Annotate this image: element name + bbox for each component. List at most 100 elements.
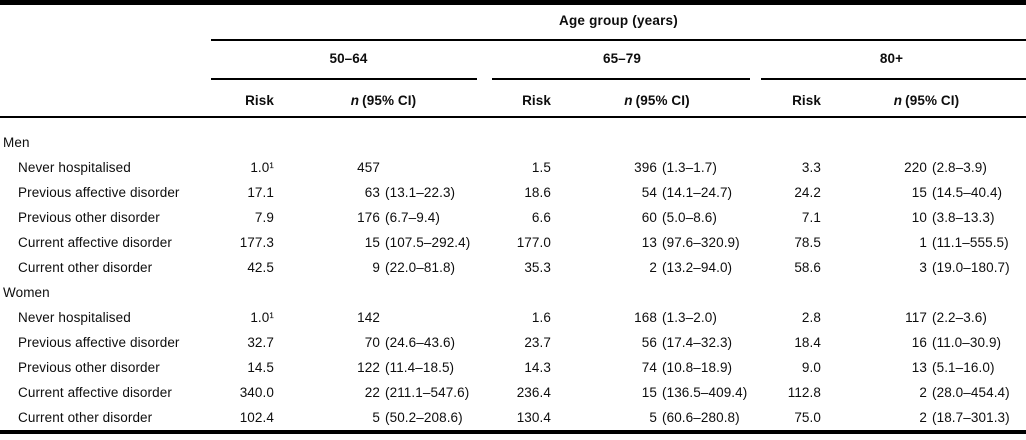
row-label: Previous other disorder bbox=[18, 360, 160, 375]
n-value: 16 bbox=[911, 335, 927, 350]
ci-value: (60.6–280.8) bbox=[662, 410, 740, 425]
n-value: 457 bbox=[357, 160, 380, 175]
n-value: 15 bbox=[364, 235, 380, 250]
n-value: 117 bbox=[905, 310, 927, 325]
group1-rule bbox=[211, 78, 477, 80]
ci-value: (10.8–18.9) bbox=[662, 360, 733, 375]
risk-value: 3.3 bbox=[801, 160, 821, 175]
n-value: 10 bbox=[911, 210, 927, 225]
group-cell-50-64: 1.0¹ 457 bbox=[210, 160, 487, 175]
risk-value: 9.0 bbox=[801, 360, 821, 375]
ci-value: (107.5–292.4) bbox=[385, 235, 471, 250]
group-cell-50-64: 177.3 15 (107.5–292.4) bbox=[210, 235, 487, 250]
n-ci-column-header: n (95% CI) bbox=[280, 93, 487, 108]
group-cell-80plus: 9.0 13 (5.1–16.0) bbox=[757, 360, 1026, 375]
ci-value: (14.1–24.7) bbox=[662, 185, 733, 200]
n-value: 2 bbox=[649, 260, 657, 275]
group-cell-65-79: 6.6 60 (5.0–8.6) bbox=[487, 210, 757, 225]
group-cell-80plus: 3.3 220 (2.8–3.9) bbox=[757, 160, 1026, 175]
ci-value: (28.0–454.4) bbox=[932, 385, 1010, 400]
group3-rule bbox=[761, 78, 1026, 80]
group2-rule bbox=[492, 78, 750, 80]
section-label: Women bbox=[3, 285, 50, 300]
risk-value: 1.0¹ bbox=[250, 160, 274, 175]
group-cell-65-79: 236.4 15 (136.5–409.4) bbox=[487, 385, 757, 400]
group-cell-65-79: 35.3 2 (13.2–94.0) bbox=[487, 260, 757, 275]
risk-value: 17.1 bbox=[247, 185, 274, 200]
risk-value: 2.8 bbox=[801, 310, 821, 325]
table-row: Current other disorder 102.4 5 (50.2–208… bbox=[0, 405, 1026, 430]
risk-value: 1.0¹ bbox=[250, 310, 274, 325]
group-cell-65-79: 18.6 54 (14.1–24.7) bbox=[487, 185, 757, 200]
group-header: Risk n (95% CI) bbox=[210, 93, 487, 108]
table-row: Never hospitalised 1.0¹ 457 1.5 396 (1.3… bbox=[0, 155, 1026, 180]
n-value: 176 bbox=[357, 210, 380, 225]
row-label: Never hospitalised bbox=[18, 310, 131, 325]
bottom-rule bbox=[0, 430, 1026, 434]
group-cell-50-64: 340.0 22 (211.1–547.6) bbox=[210, 385, 487, 400]
risk-value: 6.6 bbox=[531, 210, 551, 225]
risk-value: 14.5 bbox=[247, 360, 274, 375]
group-cell-80plus: 2.8 117 (2.2–3.6) bbox=[757, 310, 1026, 325]
risk-value: 78.5 bbox=[794, 235, 821, 250]
group-cell-65-79: 1.5 396 (1.3–1.7) bbox=[487, 160, 757, 175]
row-label: Never hospitalised bbox=[18, 160, 131, 175]
ci-value: (14.5–40.4) bbox=[932, 185, 1003, 200]
n-value: 15 bbox=[641, 385, 657, 400]
ci-value: (6.7–9.4) bbox=[385, 210, 440, 225]
table-row: Current affective disorder 340.0 22 (211… bbox=[0, 380, 1026, 405]
ci-value: (5.0–8.6) bbox=[662, 210, 717, 225]
risk-value: 130.4 bbox=[516, 410, 551, 425]
n-value: 74 bbox=[641, 360, 657, 375]
group-cell-50-64: 32.7 70 (24.6–43.6) bbox=[210, 335, 487, 350]
group-cell-80plus: 58.6 3 (19.0–180.7) bbox=[757, 260, 1026, 275]
group-cell-65-79: 14.3 74 (10.8–18.9) bbox=[487, 360, 757, 375]
group-cell-50-64: 17.1 63 (13.1–22.3) bbox=[210, 185, 487, 200]
ci-value: (17.4–32.3) bbox=[662, 335, 733, 350]
ci-value: (2.8–3.9) bbox=[932, 160, 987, 175]
group-cell-50-64: 7.9 176 (6.7–9.4) bbox=[210, 210, 487, 225]
risk-value: 177.0 bbox=[516, 235, 551, 250]
ci-value: (136.5–409.4) bbox=[662, 385, 748, 400]
n-value: 168 bbox=[634, 310, 657, 325]
table-body: Men Never hospitalised 1.0¹ 457 1.5 396 … bbox=[0, 130, 1026, 430]
n-ci-column-header: n (95% CI) bbox=[827, 93, 1026, 108]
table-row: Previous other disorder 14.5 122 (11.4–1… bbox=[0, 355, 1026, 380]
age-group-row: 50–64 65–79 80+ bbox=[0, 46, 1026, 71]
risk-value: 23.7 bbox=[524, 335, 551, 350]
risk-value: 75.0 bbox=[794, 410, 821, 425]
ci-value: (1.3–2.0) bbox=[662, 310, 717, 325]
row-label: Current affective disorder bbox=[18, 235, 172, 250]
group-cell-50-64: 1.0¹ 142 bbox=[210, 310, 487, 325]
n-value: 63 bbox=[364, 185, 380, 200]
group-cell-65-79: 177.0 13 (97.6–320.9) bbox=[487, 235, 757, 250]
risk-value: 42.5 bbox=[247, 260, 274, 275]
risk-value: 35.3 bbox=[524, 260, 551, 275]
group-header: Risk n (95% CI) bbox=[757, 93, 1026, 108]
group-cell-80plus: 78.5 1 (11.1–555.5) bbox=[757, 235, 1026, 250]
group-cell-50-64: 42.5 9 (22.0–81.8) bbox=[210, 260, 487, 275]
ci-header-text: (95% CI) bbox=[362, 93, 417, 108]
ci-value: (13.1–22.3) bbox=[385, 185, 456, 200]
row-label: Previous affective disorder bbox=[18, 185, 180, 200]
n-value: 13 bbox=[641, 235, 657, 250]
risk-value: 32.7 bbox=[247, 335, 274, 350]
ci-value: (5.1–16.0) bbox=[932, 360, 995, 375]
group-header: Risk n (95% CI) bbox=[487, 93, 757, 108]
risk-value: 1.6 bbox=[531, 310, 551, 325]
n-value: 60 bbox=[641, 210, 657, 225]
ci-header-text: (95% CI) bbox=[905, 93, 960, 108]
n-value: 54 bbox=[641, 185, 657, 200]
risk-value: 18.6 bbox=[524, 185, 551, 200]
risk-column-header: Risk bbox=[245, 93, 274, 108]
ci-value: (11.0–30.9) bbox=[932, 335, 1002, 350]
risk-value: 7.9 bbox=[254, 210, 274, 225]
ci-value: (3.8–13.3) bbox=[932, 210, 995, 225]
n-value: 70 bbox=[364, 335, 380, 350]
n-value: 22 bbox=[364, 385, 380, 400]
n-value: 2 bbox=[919, 385, 927, 400]
group-cell-65-79: 23.7 56 (17.4–32.3) bbox=[487, 335, 757, 350]
ci-value: (2.2–3.6) bbox=[932, 310, 987, 325]
group-cell-65-79: 1.6 168 (1.3–2.0) bbox=[487, 310, 757, 325]
